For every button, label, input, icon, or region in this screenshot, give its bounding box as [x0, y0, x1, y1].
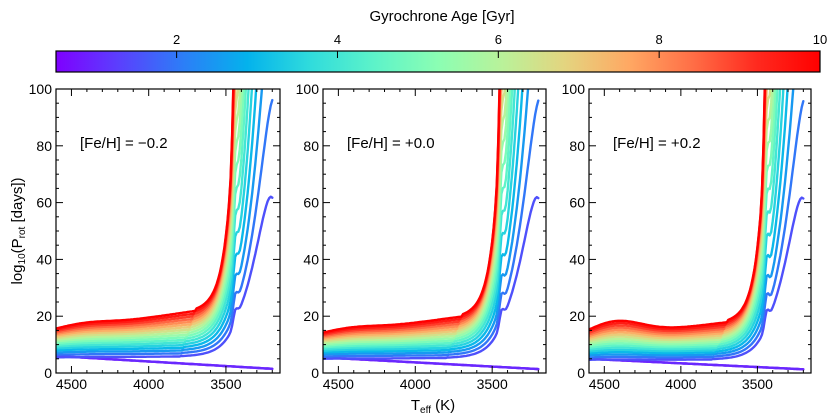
x-tick-label: 3500 [477, 376, 508, 392]
y-tick-label: 40 [36, 251, 52, 267]
gyrochrone-curve [323, 89, 503, 341]
x-tick-label: 4000 [400, 376, 431, 392]
gyrochrone-curve [589, 89, 767, 336]
gyrochrone-curve [323, 89, 502, 338]
panel-feh-minus: 0 20 40 60 80 100 4500 4000 3500 [Fe/H] = −0.2 [29, 81, 281, 392]
curves [589, 89, 805, 371]
gyrochrone-curve [589, 89, 795, 357]
colorbar-tick-label: 4 [334, 32, 341, 47]
gyrochrone-curve [589, 89, 782, 351]
y-tick-label: 100 [562, 81, 586, 97]
x-tick-label: 4500 [56, 376, 87, 392]
gyrochrone-curve [56, 98, 274, 356]
x-tick-label: 4000 [665, 376, 696, 392]
gyrochrone-curve [323, 89, 510, 346]
gyrochrone-curve [589, 89, 767, 334]
gyrochrone-curve [56, 89, 254, 350]
x-tick-label: 4500 [323, 376, 354, 392]
gyrochrone-curve [323, 89, 530, 356]
gyrochrone-curve [589, 89, 777, 348]
y-tick-label: 60 [36, 195, 52, 211]
curves [323, 89, 540, 371]
colorbar-tick-label: 2 [173, 32, 180, 47]
gyrochrone-curve [589, 89, 775, 346]
gyrochrone-curve [56, 89, 236, 334]
gyrochrone-curve [323, 195, 540, 360]
panel-label: [Fe/H] = −0.2 [80, 135, 168, 152]
colorbar-tick-label: 6 [495, 32, 502, 47]
gyrochrone-curve [56, 89, 236, 337]
gyrochrone-curve [323, 89, 501, 334]
gyrochrone-curve [589, 89, 767, 333]
gyrochrone-curve [56, 89, 258, 352]
y-tick-label: 0 [44, 365, 52, 381]
panel-label: [Fe/H] = +0.2 [613, 135, 701, 152]
gyrochrone-curve [589, 89, 785, 353]
y-tick-label: 0 [577, 365, 585, 381]
gyrochrone-curve [56, 89, 235, 332]
gyrochrone-curve [56, 89, 248, 346]
svg-text:Teff (K): Teff (K) [411, 397, 455, 416]
y-tick-label: 40 [303, 251, 319, 267]
gyrochrone-curve [56, 89, 264, 354]
y-tick-label: 20 [303, 308, 319, 324]
y-axis-label: log10(Prot [days]) [9, 177, 28, 284]
gyrochrone-curve [323, 89, 501, 336]
gyrochrone-curve [56, 195, 274, 359]
gyrochrone-curve [323, 99, 540, 358]
gyrochrone-curve [323, 89, 520, 352]
gyrochrone-curve [56, 89, 250, 348]
panel-feh-plus: 0 20 40 60 80 100 4500 4000 3500 [Fe/H] = +0.2 [562, 81, 812, 392]
y-tick-label: 60 [569, 195, 585, 211]
gyrochrone-curve [56, 89, 235, 330]
gyrochrone-curve [589, 100, 805, 359]
y-tick-label: 60 [303, 195, 319, 211]
gyrochrone-curve [323, 89, 514, 349]
gyrochrone-curve [323, 89, 502, 337]
colorbar-title: Gyrochrone Age [Gyr] [369, 8, 514, 25]
gyrochrone-curve [589, 89, 779, 349]
gyrochrone-curve [589, 89, 766, 331]
svg-text:log10(Prot [days]): log10(Prot [days]) [9, 177, 28, 284]
gyrochrone-curve [56, 89, 237, 339]
colorbar-tick-label: 10 [813, 32, 827, 47]
x-tick-label: 4000 [133, 376, 164, 392]
gyrochrone-curve [589, 89, 769, 341]
y-tick-label: 20 [569, 308, 585, 324]
y-tick-label: 100 [29, 81, 53, 97]
x-tick-label: 3500 [742, 376, 773, 392]
curves [56, 89, 274, 370]
colorbar: Gyrochrone Age [Gyr] 2 4 6 8 10 [55, 8, 827, 73]
x-tick-label: 3500 [210, 376, 241, 392]
panel-label: [Fe/H] = +0.0 [347, 135, 435, 152]
panel-feh-zero: 0 20 40 60 80 100 4500 4000 3500 [Fe/H] = +0.0 [296, 81, 547, 392]
y-tick-label: 20 [36, 308, 52, 324]
y-tick-label: 80 [36, 138, 52, 154]
y-tick-label: 100 [296, 81, 320, 97]
gyrochrone-curve [589, 89, 767, 338]
colorbar-tick-label: 8 [656, 32, 663, 47]
y-tick-label: 80 [569, 138, 585, 154]
gyrochrone-curve [589, 89, 789, 355]
gyrochrone-curve [56, 89, 243, 343]
gyrochrone-curve [589, 89, 768, 339]
y-tick-label: 40 [569, 251, 585, 267]
gyrochrone-curve [56, 89, 235, 333]
x-tick-label: 4500 [589, 376, 620, 392]
y-tick-label: 80 [303, 138, 319, 154]
colorbar-ticks: 2 4 6 8 10 [173, 32, 827, 58]
x-axis-label: Teff (K) [411, 397, 455, 416]
y-tick-label: 0 [311, 365, 319, 381]
gyrochrone-curve [323, 89, 516, 351]
gyrochrone-curve [323, 89, 502, 339]
gyrochrone-curve [323, 89, 503, 342]
colorbar-strip [55, 50, 821, 73]
gyrochrone-curve [56, 89, 245, 345]
gyrochrone-curve [323, 89, 524, 354]
gyrochrone-curve [589, 196, 805, 361]
gyrochrone-curve [56, 89, 236, 336]
gyrochrone-curve [323, 89, 512, 347]
